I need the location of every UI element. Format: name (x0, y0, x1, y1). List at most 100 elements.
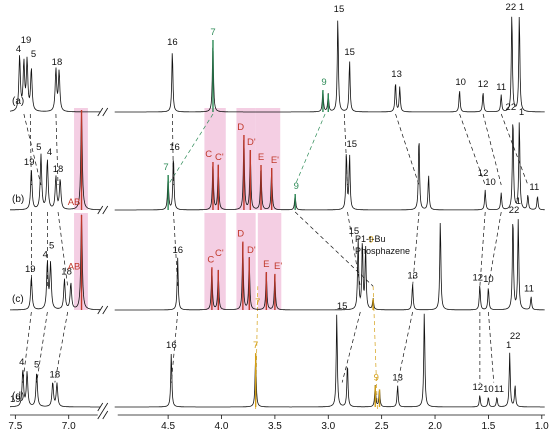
correlation-lines-layer (22, 113, 529, 410)
peak-label: 11 (494, 384, 504, 395)
peak-label: C' (215, 248, 224, 259)
peak-label: 11 (529, 182, 539, 193)
axis-break-mark (97, 410, 104, 420)
peak-label: 16 (169, 142, 180, 153)
peak-label: 22 (510, 331, 521, 342)
shaded-region-c-b (204, 108, 226, 210)
shading-layer (74, 108, 282, 310)
peak-label: 13 (407, 270, 418, 281)
correlation-line (397, 311, 413, 383)
peak-label: AB (68, 197, 81, 208)
x-tick-label: 1.5 (481, 421, 495, 432)
peak-label: 13 (392, 372, 403, 383)
peak-label: E (258, 152, 264, 163)
correlation-line (36, 311, 48, 383)
spectrum-trace-b (10, 109, 545, 211)
trace-label-a: (a) (12, 96, 24, 107)
peak-label: 7 (255, 297, 260, 308)
peak-label: D (237, 229, 244, 240)
axis-break-mark (102, 305, 109, 315)
peak-label: 5 (36, 142, 41, 153)
peak-label: 18 (53, 164, 64, 175)
peak-label: 9 (294, 181, 299, 192)
peak-label: 18 (50, 370, 61, 381)
peak-label: 7 (253, 340, 258, 351)
peak-label: 13 (391, 69, 402, 80)
peak-label: 15 (349, 226, 360, 237)
axis-break-mark (97, 402, 104, 412)
peak-label: D' (247, 137, 256, 148)
peak-label: 5 (49, 241, 54, 252)
peak-label: 1 (506, 340, 511, 351)
correlation-line (341, 311, 361, 383)
peak-label: D (237, 122, 244, 133)
correlation-line (488, 211, 502, 287)
peak-label: 11 (496, 82, 506, 93)
peak-label: 10 (483, 384, 494, 395)
peak-label: E (263, 259, 269, 270)
peak-label: 9 (321, 77, 326, 88)
peak-label: E' (271, 155, 279, 166)
peak-label: 4 (19, 357, 24, 368)
x-tick-label: 1.0 (535, 421, 549, 432)
peak-label: Phosphazene (355, 246, 410, 256)
correlation-line (57, 211, 68, 287)
correlation-line (395, 113, 420, 186)
correlation-line (55, 113, 59, 186)
peak-label: 18 (52, 57, 63, 68)
correlation-line (294, 113, 326, 186)
peak-label: 12 (478, 168, 489, 179)
x-tick-label: 7.5 (8, 421, 22, 432)
peak-label: 7 (163, 162, 168, 173)
peak-label: D' (247, 245, 256, 256)
peak-label: 4 (43, 250, 48, 261)
peak-label: 5 (31, 49, 36, 60)
peak-label: 12 (478, 79, 489, 90)
axis-break-mark (102, 107, 109, 117)
trace-label-c: (c) (12, 294, 24, 305)
peak-label: 5 (34, 360, 39, 371)
correlation-line (23, 113, 42, 186)
axis-break-mark (97, 305, 104, 315)
correlation-line (173, 211, 179, 287)
peak-label: 12 (472, 272, 483, 283)
peak-label: 1 (516, 196, 521, 207)
peak-label: 15 (346, 139, 357, 150)
shaded-region-d-c (236, 213, 256, 310)
peak-label: 4 (47, 147, 52, 158)
peak-label: 19 (10, 394, 21, 405)
peak-label: 15 (334, 4, 345, 15)
axis-break-mark (102, 205, 109, 215)
x-tick-label: 4.0 (215, 421, 229, 432)
correlation-line (54, 311, 68, 383)
shaded-region-c-c (204, 213, 226, 310)
correlation-line (347, 211, 361, 287)
peak-label: 22 (506, 102, 517, 113)
correlation-line (412, 211, 420, 287)
peak-label: 22 (509, 205, 520, 216)
correlation-line (482, 113, 502, 186)
spectrum-trace-d (10, 313, 545, 408)
x-axis: 7.57.06.54.54.03.53.02.52.01.51.0 (8, 107, 549, 432)
trace-label-d: (d) (12, 391, 24, 402)
axis-break-mark (102, 410, 109, 420)
spectrum-trace-a (9, 16, 545, 113)
peak-label: 1 (519, 2, 524, 13)
correlation-line (22, 311, 32, 383)
spectrum-trace-c (10, 214, 545, 311)
axis-break-mark (97, 205, 104, 215)
peak-label: 4 (16, 44, 21, 55)
trace-label-b: (b) (12, 194, 24, 205)
axis-break-mark (97, 107, 104, 117)
peak-label: 16 (166, 340, 177, 351)
correlation-line (294, 211, 374, 287)
x-tick-label: 4.5 (161, 421, 175, 432)
peak-label: 10 (483, 274, 494, 285)
peak-label: AB (68, 261, 81, 272)
spectra-layer (9, 16, 545, 408)
peak-label: 11 (524, 284, 534, 295)
peak-label: 19 (24, 157, 35, 168)
peak-label: C' (215, 152, 224, 163)
